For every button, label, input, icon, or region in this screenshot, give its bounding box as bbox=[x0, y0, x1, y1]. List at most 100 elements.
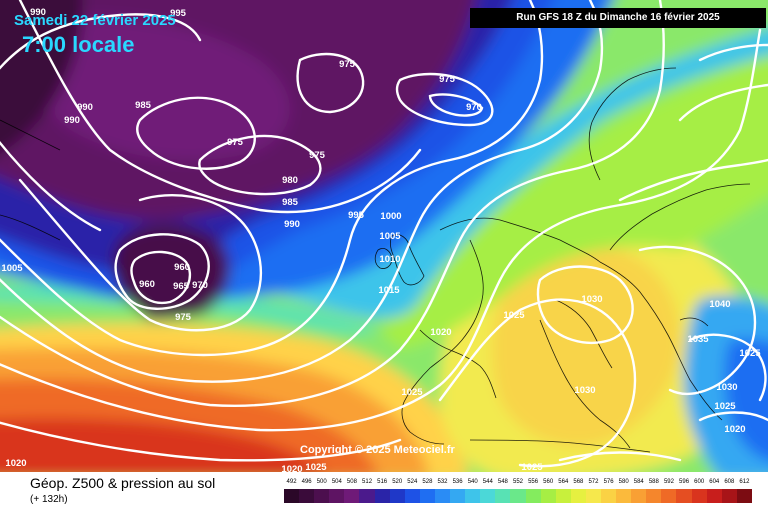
scale-label: 520 bbox=[392, 479, 403, 485]
isobar-lines bbox=[0, 0, 768, 466]
color-scale-bar bbox=[284, 489, 752, 503]
scale-swatch bbox=[510, 489, 526, 503]
isobar-label: 1035 bbox=[687, 334, 709, 345]
isobar-label: 990 bbox=[284, 219, 300, 230]
scale-swatch bbox=[419, 489, 435, 503]
copyright-notice: Copyright © 2025 Meteociel.fr bbox=[300, 444, 455, 456]
scale-swatch bbox=[389, 489, 405, 503]
scale-swatch bbox=[540, 489, 556, 503]
scale-label: 540 bbox=[467, 479, 478, 485]
scale-swatch bbox=[661, 489, 677, 503]
isobar-label: 1025 bbox=[305, 462, 327, 472]
isobar-label: 1020 bbox=[430, 327, 451, 338]
legend-title: Géop. Z500 & pression au sol bbox=[30, 475, 216, 491]
isobar-label: 1030 bbox=[574, 385, 595, 396]
isobar-label: 965 bbox=[173, 281, 190, 292]
isobar-label: 1015 bbox=[378, 285, 400, 296]
scale-swatch bbox=[616, 489, 632, 503]
scale-label: 548 bbox=[497, 479, 508, 485]
coastlines bbox=[0, 67, 751, 453]
scale-label: 600 bbox=[694, 479, 705, 485]
isobar-label: 970 bbox=[192, 280, 208, 291]
scale-label: 564 bbox=[558, 479, 569, 485]
isobar-label: 1005 bbox=[379, 231, 401, 242]
isobar-label: 1010 bbox=[379, 254, 400, 265]
isobar-label: 1005 bbox=[1, 263, 23, 274]
scale-swatch bbox=[465, 489, 481, 503]
scale-swatch bbox=[434, 489, 451, 503]
isobar-label: 990 bbox=[64, 115, 80, 126]
scale-label: 528 bbox=[422, 479, 433, 485]
scale-label: 592 bbox=[663, 479, 674, 485]
scale-swatch bbox=[359, 489, 375, 503]
isobar-label: 960 bbox=[139, 279, 155, 290]
forecast-time: 7:00 locale bbox=[22, 32, 135, 57]
scale-label: 572 bbox=[588, 479, 599, 485]
scale-swatch bbox=[706, 489, 722, 503]
isobar-label: 995 bbox=[170, 8, 187, 19]
scale-swatch bbox=[721, 489, 737, 503]
isobar-label: 990 bbox=[77, 102, 93, 113]
isobar-label: 1025 bbox=[503, 310, 525, 321]
scale-swatch bbox=[631, 489, 647, 503]
scale-label: 532 bbox=[437, 479, 448, 485]
scale-label: 584 bbox=[633, 479, 644, 485]
isobar-label: 1040 bbox=[709, 299, 730, 310]
scale-swatch bbox=[344, 489, 360, 503]
isobar-label: 975 bbox=[339, 59, 356, 70]
isobar-label: 1025 bbox=[739, 348, 761, 359]
scale-label: 492 bbox=[286, 479, 297, 485]
isobar-label: 1020 bbox=[5, 458, 26, 469]
scale-label: 544 bbox=[482, 479, 493, 485]
isobar-label: 985 bbox=[135, 100, 152, 111]
scale-label: 560 bbox=[543, 479, 554, 485]
scale-label: 536 bbox=[452, 479, 463, 485]
isobar-label: 1020 bbox=[724, 424, 745, 435]
weather-map: 990 995 990 990 985 975 975 970 975 975 … bbox=[0, 0, 768, 472]
model-run-banner: Run GFS 18 Z du Dimanche 16 février 2025 bbox=[470, 8, 766, 28]
legend-lead-time: (+ 132h) bbox=[30, 494, 68, 505]
scale-swatch bbox=[555, 489, 571, 503]
scale-swatch bbox=[570, 489, 586, 503]
isobar-label: 1000 bbox=[380, 211, 401, 222]
scale-label: 556 bbox=[528, 479, 539, 485]
isobar-label: 1025 bbox=[401, 387, 423, 398]
scale-swatch bbox=[646, 489, 662, 503]
scale-swatch bbox=[404, 489, 420, 503]
scale-swatch bbox=[495, 489, 511, 503]
scale-swatch bbox=[676, 489, 692, 503]
scale-swatch bbox=[284, 489, 300, 503]
isobar-label: 1025 bbox=[714, 401, 736, 412]
forecast-date: Samedi 22 février 2025 bbox=[14, 12, 176, 29]
isobar-label: 975 bbox=[175, 312, 192, 323]
isobar-label: 975 bbox=[227, 137, 244, 148]
scale-label: 524 bbox=[407, 479, 418, 485]
scale-swatch bbox=[329, 489, 345, 503]
isobar-label: 980 bbox=[282, 175, 298, 186]
scale-label: 608 bbox=[724, 479, 735, 485]
scale-swatch bbox=[585, 489, 601, 503]
isobar-label: 960 bbox=[174, 262, 190, 273]
color-scale-labels: 492 496 500 504 508 512 516 520 524 528 532 536 540 5… bbox=[284, 479, 752, 489]
scale-label: 504 bbox=[331, 479, 342, 485]
scale-label: 516 bbox=[377, 479, 388, 485]
scale-label: 508 bbox=[346, 479, 357, 485]
scale-label: 576 bbox=[603, 479, 614, 485]
geopotential-map: 990 995 990 990 985 975 975 970 975 975 … bbox=[0, 0, 768, 472]
isobar-labels: 990 995 990 990 985 975 975 970 975 975 … bbox=[1, 7, 761, 472]
scale-label: 612 bbox=[739, 479, 750, 485]
isobar-label: 1020 bbox=[281, 464, 302, 472]
scale-label: 512 bbox=[362, 479, 373, 485]
scale-swatch bbox=[299, 489, 315, 503]
scale-label: 604 bbox=[709, 479, 720, 485]
scale-label: 596 bbox=[679, 479, 690, 485]
isobar-label: 985 bbox=[282, 197, 299, 208]
scale-swatch bbox=[314, 489, 330, 503]
isobar-label: 975 bbox=[309, 150, 326, 161]
scale-label: 580 bbox=[618, 479, 629, 485]
scale-swatch bbox=[525, 489, 541, 503]
scale-swatch bbox=[691, 489, 707, 503]
scale-swatch bbox=[736, 489, 752, 503]
scale-swatch bbox=[450, 489, 466, 503]
isobar-label: 1025 bbox=[521, 462, 543, 472]
